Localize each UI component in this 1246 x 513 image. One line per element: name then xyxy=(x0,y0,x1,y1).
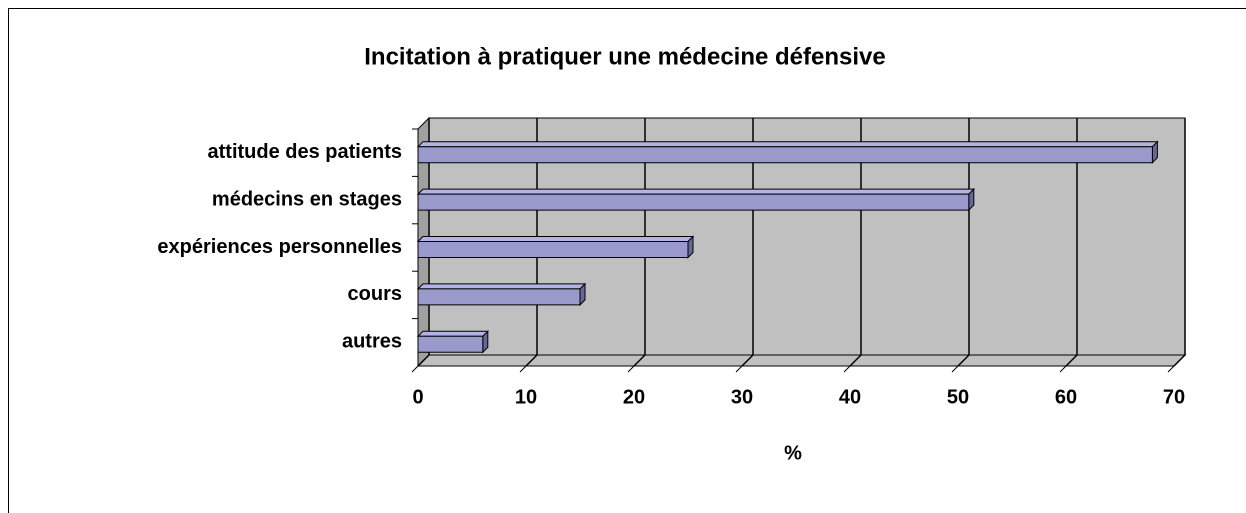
bar-top xyxy=(416,236,695,242)
x-tick-label: 50 xyxy=(947,386,969,408)
x-tick xyxy=(951,365,959,373)
y-tick-label: expériences personnelles xyxy=(157,236,402,258)
x-tick xyxy=(519,365,527,373)
x-tick-label: 0 xyxy=(412,386,423,408)
x-tick-label: 30 xyxy=(731,386,753,408)
x-tick xyxy=(843,365,851,373)
y-tick-label: médecins en stages xyxy=(212,188,402,210)
grid-line xyxy=(1173,118,1186,367)
y-tick-label: cours xyxy=(348,283,402,305)
floor xyxy=(416,354,1187,367)
x-axis-title: % xyxy=(784,442,802,464)
chart-title: Incitation à pratiquer une médecine défe… xyxy=(364,43,885,70)
bar-front xyxy=(417,193,970,211)
x-tick xyxy=(627,365,635,373)
x-tick xyxy=(1059,365,1067,373)
bar xyxy=(416,140,1159,164)
x-tick-label: 40 xyxy=(839,386,861,408)
bar-top xyxy=(416,188,976,195)
bar-front xyxy=(417,146,1153,164)
x-tick-label: 60 xyxy=(1055,386,1077,408)
x-tick xyxy=(1167,365,1175,373)
x-tick-label: 10 xyxy=(515,386,537,408)
bar-top xyxy=(416,330,490,337)
bar xyxy=(416,235,695,259)
bar-top xyxy=(416,141,1159,148)
bar xyxy=(416,330,490,354)
x-tick xyxy=(735,365,743,373)
bar-front xyxy=(417,288,581,306)
bar-top xyxy=(416,283,587,290)
bar-front xyxy=(417,335,484,353)
x-tick-label: 70 xyxy=(1163,386,1185,408)
x-tick-label: 20 xyxy=(623,386,645,408)
frame xyxy=(8,8,1246,513)
bar-front xyxy=(417,241,689,258)
bar xyxy=(416,187,976,212)
bar xyxy=(416,282,587,307)
x-tick xyxy=(411,365,419,373)
y-tick-label: autres xyxy=(342,331,402,353)
y-tick-label: attitude des patients xyxy=(208,141,402,163)
grid-line xyxy=(1065,118,1078,367)
